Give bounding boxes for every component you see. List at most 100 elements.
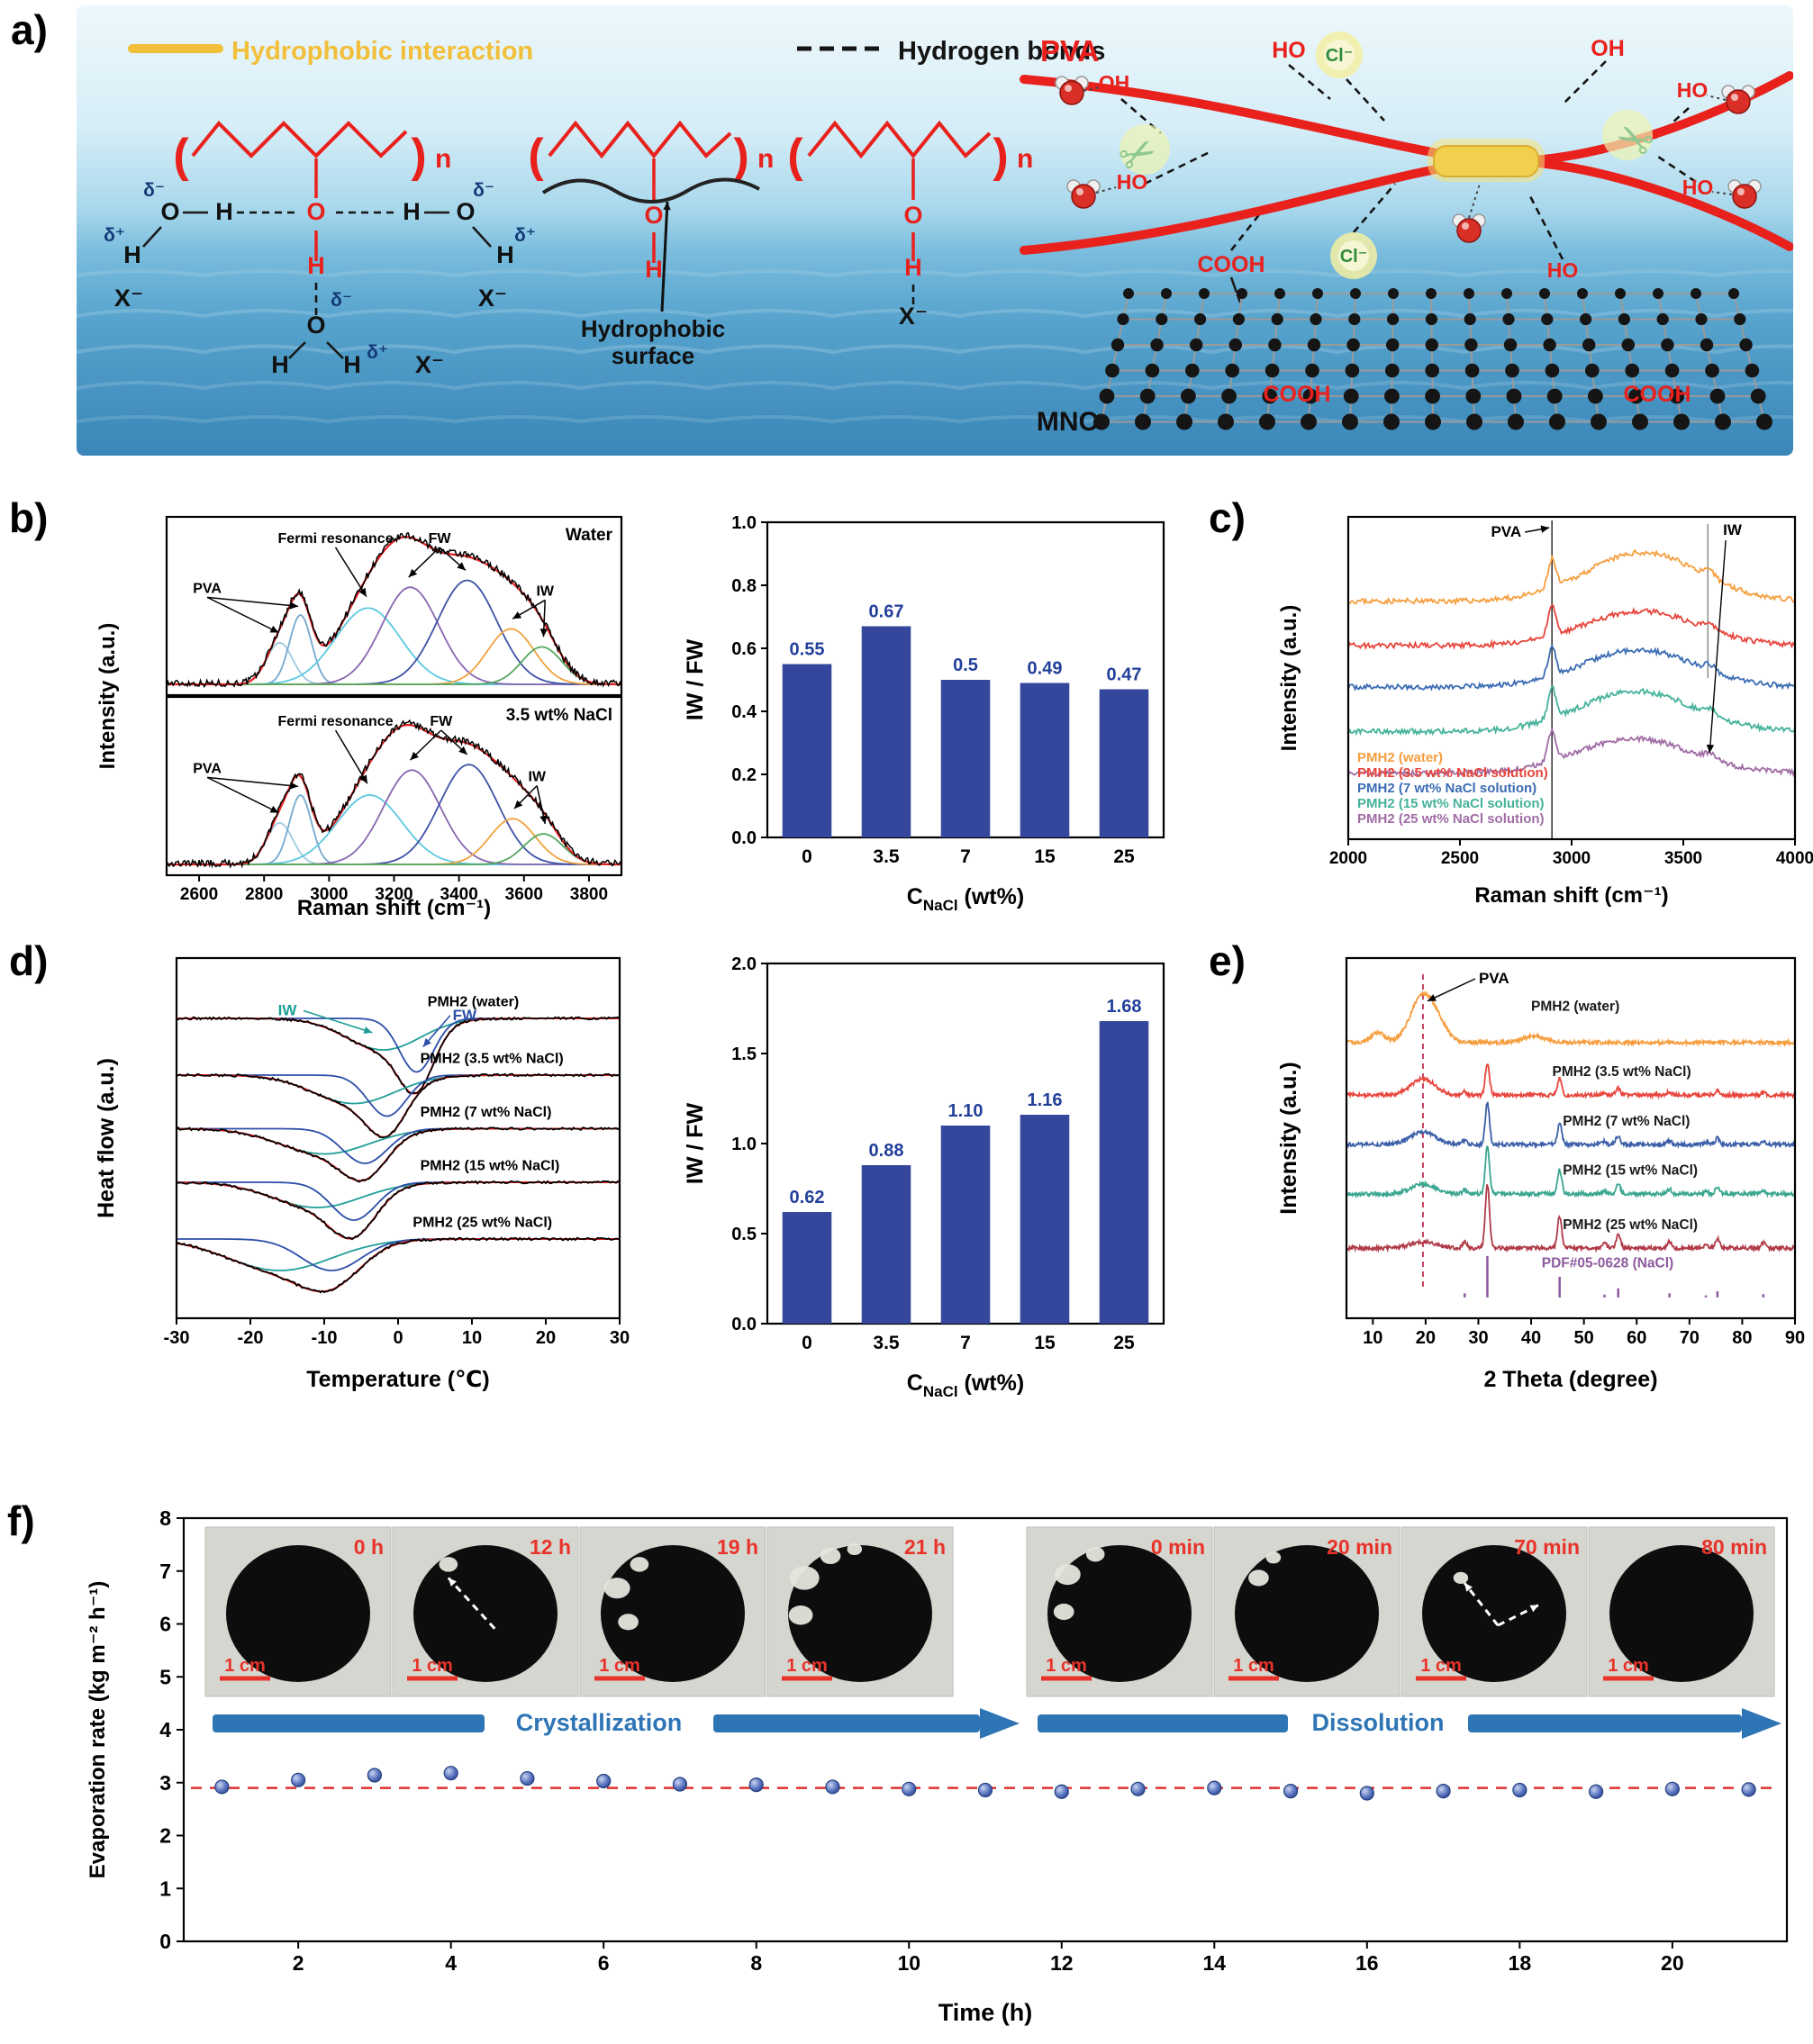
carbon-atom [1745, 363, 1760, 378]
scale-bar-label: 1 cm [224, 1656, 266, 1676]
x-tick-label: 70 [1680, 1328, 1700, 1348]
a-text-pva-label: PVA [1040, 34, 1099, 68]
photo-time-label: 0 min [1151, 1535, 1205, 1559]
chloride-ion-badge: Cl⁻ [1316, 32, 1363, 78]
y-tick-label: 3 [159, 1771, 171, 1795]
photo-20min: 20 min 1 cm [1213, 1526, 1401, 1697]
carbon-atom [1464, 312, 1476, 326]
bar-3.5 [861, 1165, 911, 1324]
annotation-PVA: PVA [193, 761, 222, 776]
arrow [303, 1009, 373, 1034]
legend-entry-2: PMH2 (7 wt% NaCl solution) [1357, 781, 1537, 796]
carbon-atom [1310, 312, 1322, 326]
carbon-atom [1274, 288, 1285, 299]
salt-crystal-patch [1054, 1564, 1081, 1586]
salt-crystal-patch [618, 1614, 639, 1631]
measured-spectrum [166, 719, 622, 869]
carbon-atom [1715, 413, 1731, 430]
carbon-atom [1501, 288, 1512, 299]
carbon-atom [1307, 338, 1321, 352]
carbon-atom [1465, 388, 1482, 404]
measured-spectrum [166, 532, 622, 688]
y-tick-label: 0.0 [731, 1315, 757, 1334]
annotation-FW: FW [430, 714, 453, 729]
x-tick-label: 12 [1050, 1951, 1074, 1975]
bracket-icon: ) [411, 130, 426, 182]
spectra-panel-title: 3.5 wt% NaCl [506, 706, 612, 725]
dissolution-banner-bar [1038, 1714, 1288, 1732]
a-text-polymer2-n: n [757, 144, 774, 174]
annotation-Fermi resonance: Fermi resonance [278, 531, 394, 547]
bar-value-label: 0.49 [1028, 659, 1063, 679]
arrow-head [1464, 1583, 1473, 1592]
arrow-head [289, 782, 299, 790]
scale-bar-label: 1 cm [1046, 1656, 1087, 1676]
series-line-2 [1347, 644, 1795, 692]
spectra-panel-title: Water [566, 526, 613, 545]
dissolution-banner-bar [1468, 1714, 1742, 1732]
data-point [825, 1779, 840, 1795]
series-label-4: PMH2 (25 wt% NaCl) [1563, 1217, 1698, 1233]
covalent-bond [142, 226, 162, 248]
panel-d-iw-fw-bar-chart: 0.0 0.5 1.0 1.5 2.0 0.62 0 0.88 3.5 1.10 7 1.16 15 1.… [677, 947, 1191, 1406]
x-tick-label: 3.5 [873, 846, 900, 867]
carbon-atom [1425, 388, 1440, 404]
bracket-icon: ( [787, 130, 803, 182]
salt-crystal-patch [1453, 1571, 1469, 1584]
carbon-atom [1543, 338, 1556, 352]
arrow-head [1529, 1605, 1539, 1613]
carbon-atom [1161, 288, 1172, 299]
y-tick-label: 1.0 [731, 513, 757, 533]
bar-value-label: 0.55 [790, 640, 825, 660]
hydrogen-bond-dash [1657, 155, 1697, 184]
wave-streak [76, 269, 1813, 278]
carbon-atom [1384, 388, 1400, 404]
y-tick-label: 6 [159, 1613, 171, 1636]
x-tick-label: 7 [960, 846, 971, 867]
carbon-atom [1691, 288, 1701, 299]
a-text-water2-delta-plus: δ⁺ [514, 225, 536, 246]
data-point [291, 1772, 306, 1787]
y-tick-label: 0.0 [731, 828, 757, 848]
annotation-IW: IW [528, 770, 546, 785]
x-axis-title: Raman shift (cm⁻¹) [297, 896, 491, 920]
carbon-atom [1621, 338, 1636, 352]
x-tick-label: 8 [750, 1951, 762, 1975]
salt-crystal-patch [1053, 1603, 1074, 1621]
a-text-mnc-label: MNC [1037, 407, 1098, 437]
x-axis-title: 2 Theta (degree) [1483, 1367, 1657, 1392]
data-point [1741, 1782, 1756, 1797]
arrow [206, 596, 279, 634]
pva-chain-1 [548, 120, 732, 159]
hydrogen-bond-dash [1346, 78, 1385, 122]
a-text-ho-top-left: HO [1272, 38, 1306, 63]
water-molecule [1721, 85, 1755, 114]
carbon-atom [1580, 312, 1592, 326]
photo-time-label: 70 min [1514, 1535, 1580, 1559]
photo-80min: 80 min 1 cm [1588, 1526, 1775, 1697]
x-axis-title: CNaCl (wt%) [907, 884, 1024, 914]
carbon-atom [1505, 363, 1519, 378]
carbon-atom [1464, 363, 1480, 378]
arrow [1709, 539, 1727, 754]
xrd-series-2 [1346, 1101, 1796, 1150]
carbon-atom [1545, 363, 1560, 378]
carbon-atom [1661, 338, 1674, 352]
x-tick-label: 3.5 [873, 1333, 900, 1353]
x-axis-title: Time (h) [938, 1999, 1033, 2026]
carbon-atom [1502, 312, 1515, 326]
a-text-polymer3-H: H [904, 254, 922, 281]
arrow-head [363, 1027, 373, 1035]
axes-frame [1345, 956, 1797, 1320]
arrow-head [358, 587, 367, 597]
a-text-oh-left-upper: OH [1099, 71, 1130, 95]
x-tick-label: 3600 [505, 885, 543, 904]
x-tick-label: 25 [1113, 1333, 1135, 1353]
panel-b-iw-fw-bar-chart: 0.0 0.2 0.4 0.6 0.8 1.0 0.55 0 0.67 3.5 0.5 7 0.49 15… [677, 506, 1191, 920]
carbon-atom [1259, 413, 1275, 430]
bar-7 [940, 680, 991, 837]
annotation-Fermi resonance: Fermi resonance [278, 714, 394, 729]
carbon-atom [1756, 413, 1772, 430]
bracket-icon: ( [528, 130, 544, 182]
